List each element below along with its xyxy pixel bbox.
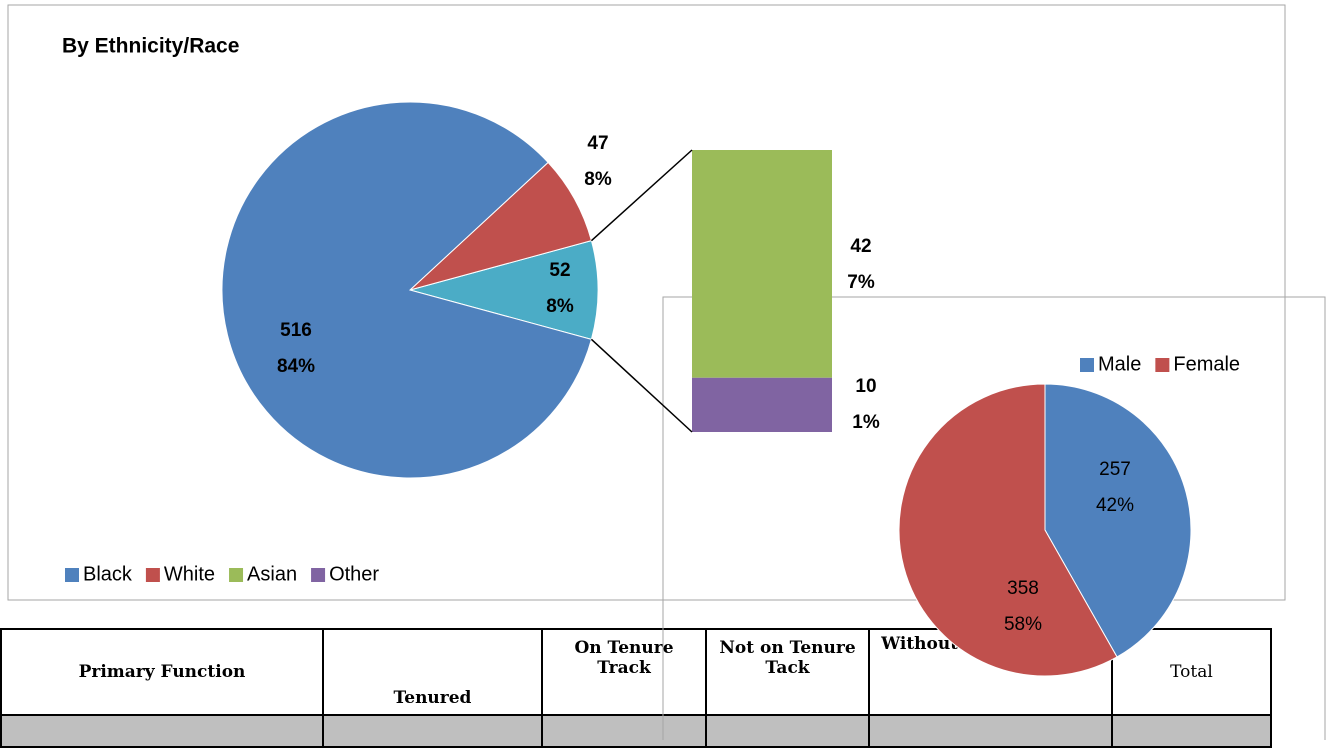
connector bbox=[590, 149, 693, 242]
pie-slice bbox=[221, 101, 593, 479]
pie-slice bbox=[1044, 383, 1192, 658]
data-label: 1% bbox=[852, 412, 880, 433]
legend-swatch bbox=[1080, 358, 1094, 372]
data-label: 52 bbox=[549, 260, 570, 281]
header-cell: Tenured bbox=[322, 628, 543, 716]
data-label: 10 bbox=[855, 376, 876, 397]
data-label: 42 bbox=[850, 236, 871, 257]
legend-label: Male bbox=[1098, 353, 1141, 375]
data-label: 84% bbox=[277, 356, 315, 377]
chart-title: By Ethnicity/Race bbox=[62, 35, 239, 58]
data-label: 8% bbox=[546, 296, 574, 317]
data-label: 47 bbox=[587, 133, 608, 154]
connector bbox=[590, 338, 693, 433]
data-label: 42% bbox=[1096, 495, 1134, 516]
header-cell: Primary Function bbox=[0, 628, 324, 716]
header-row: Primary Function Tenured On Tenure Track… bbox=[0, 628, 1272, 716]
data-label: 516 bbox=[280, 320, 312, 341]
header-cell: On Tenure Track bbox=[541, 628, 707, 716]
legend-swatch bbox=[311, 568, 326, 582]
chart-frame bbox=[7, 4, 1286, 601]
legend-label: Female bbox=[1173, 353, 1240, 375]
bar-segment bbox=[692, 377, 832, 432]
data-label: 257 bbox=[1099, 459, 1131, 480]
legend-swatch bbox=[65, 568, 79, 582]
data-table: Primary Function Tenured On Tenure Track… bbox=[0, 628, 1272, 748]
data-label: 58% bbox=[1004, 614, 1042, 635]
data-label: 358 bbox=[1007, 578, 1039, 599]
chart-frame bbox=[662, 296, 1326, 740]
legend-swatch bbox=[1155, 358, 1170, 372]
legend-label: White bbox=[164, 563, 215, 585]
data-label: 7% bbox=[847, 272, 875, 293]
data-label: 8% bbox=[584, 169, 612, 190]
header-cell: Not on Tenure Tack bbox=[705, 628, 870, 716]
legend-swatch bbox=[145, 568, 160, 582]
pie-slice bbox=[408, 240, 599, 340]
legend-label: Other bbox=[329, 563, 379, 585]
legend-swatch bbox=[229, 568, 244, 582]
legend-label: Black bbox=[83, 563, 133, 585]
bar-segment bbox=[692, 150, 832, 378]
legend-label: Asian bbox=[247, 563, 297, 585]
pie-slice bbox=[898, 383, 1118, 677]
